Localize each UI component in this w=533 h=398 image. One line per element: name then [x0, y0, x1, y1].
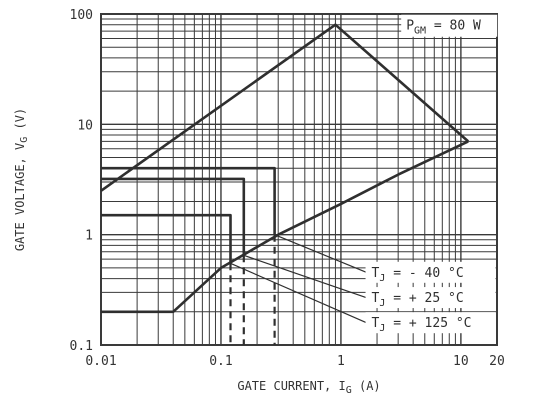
annotation-leader-tj-plus-125	[230, 262, 368, 324]
annotation-background-tj-minus-40	[365, 261, 496, 283]
annotation-background-tj-plus-125	[365, 312, 496, 334]
annotation-leader-tj-plus-25	[243, 254, 368, 299]
annotation-pgm: PGM = 80 W	[406, 19, 481, 37]
y-tick-label: 10	[77, 118, 93, 133]
series-trigger-box-tj-minus-40	[101, 166, 276, 235]
x-tick-label: 0.1	[209, 354, 232, 369]
annotation-leader-tj-minus-40	[274, 234, 368, 274]
annotation-layer: PGM = 80 W TJ = - 40 °C TJ = + 25 °C TJ = +…	[230, 14, 498, 334]
annotation-tj-minus-40: TJ = - 40 °C	[372, 266, 464, 284]
x-tick-label: 20	[489, 354, 505, 369]
series-trigger-box-tj-plus-125	[101, 213, 232, 264]
axis-titles: GATE CURRENT, IG (A) GATE VOLTAGE, VG (V)	[13, 108, 381, 396]
x-tick-label: 10	[453, 354, 469, 369]
y-tick-label: 0.1	[70, 339, 93, 354]
series-trigger-box-tj-plus-25	[101, 177, 246, 256]
series-lower-limit	[101, 140, 469, 314]
x-axis-title: GATE CURRENT, IG (A)	[237, 379, 380, 396]
y-tick-label: 100	[70, 8, 93, 23]
annotation-background-tj-plus-25	[365, 287, 496, 309]
series-layer	[100, 23, 470, 345]
y-axis-title: GATE VOLTAGE, VG (V)	[13, 108, 30, 251]
x-tick-label: 0.01	[85, 354, 116, 369]
annotation-tj-plus-125: TJ = + 125 °C	[372, 316, 472, 334]
y-tick-label: 1	[85, 229, 93, 244]
x-tick-label: 1	[337, 354, 345, 369]
series-upper-limit	[100, 23, 470, 192]
annotation-tj-plus-25: TJ = + 25 °C	[372, 291, 464, 309]
annotation-pgm-background	[401, 14, 498, 37]
